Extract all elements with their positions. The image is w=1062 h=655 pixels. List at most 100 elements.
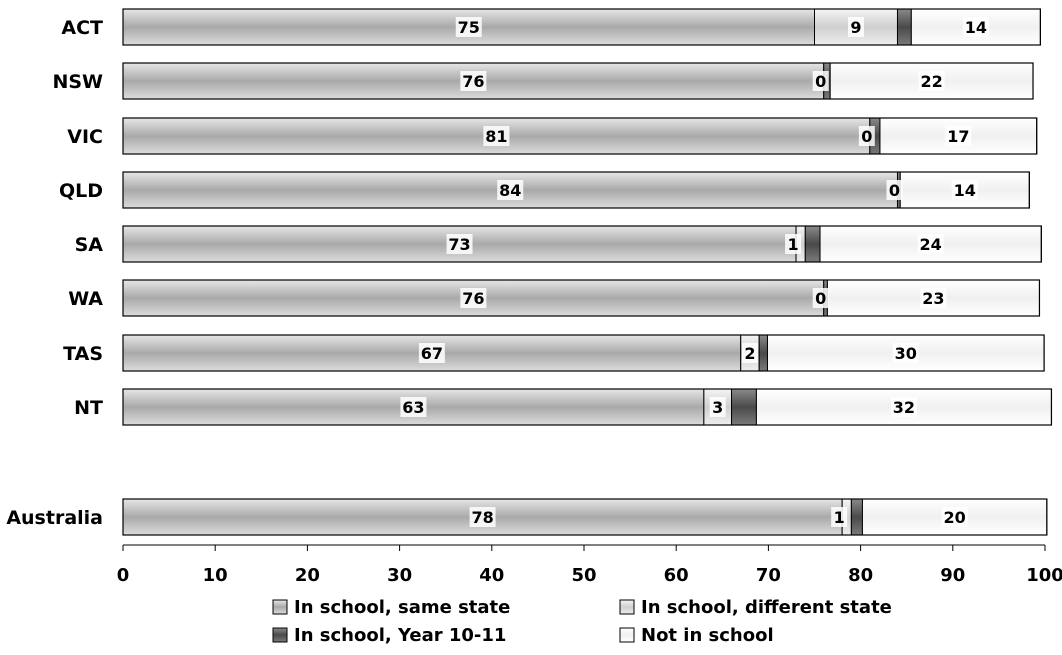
- x-tick-label: 0: [117, 565, 130, 586]
- legend-swatch: [619, 627, 635, 643]
- x-tick-label: 80: [848, 565, 873, 586]
- data-label: 78: [471, 508, 493, 527]
- data-label: 2: [744, 344, 755, 363]
- category-label: TAS: [63, 343, 103, 365]
- data-label-bg: [741, 343, 758, 363]
- data-label-bg: [460, 288, 487, 308]
- bar-outline: [122, 62, 1034, 100]
- data-label-bg: [917, 234, 944, 254]
- legend-swatch: [619, 599, 635, 615]
- data-label-bg: [831, 507, 848, 527]
- x-tick-label: 20: [295, 565, 320, 586]
- data-label-bg: [812, 71, 829, 91]
- data-label-bg: [418, 343, 445, 363]
- data-label: 17: [947, 127, 969, 146]
- legend-entry: In school, different state: [641, 597, 892, 618]
- category-label: QLD: [59, 180, 103, 202]
- data-label-bg: [812, 288, 829, 308]
- data-label: 75: [458, 18, 480, 37]
- data-label: 81: [485, 127, 507, 146]
- data-label: 0: [889, 181, 900, 200]
- x-tick-label: 40: [479, 565, 504, 586]
- bar-outline: [122, 8, 1041, 46]
- data-label-bg: [892, 343, 919, 363]
- data-label-bg: [455, 17, 482, 37]
- bar-segment: [850, 498, 863, 536]
- data-label: 14: [965, 18, 987, 37]
- legend-entry: Not in school: [641, 625, 774, 646]
- legend-entry: In school, same state: [294, 597, 510, 618]
- bar-outline: [122, 279, 1041, 317]
- x-tick-label: 70: [756, 565, 781, 586]
- x-tick-label: 30: [387, 565, 412, 586]
- data-label-bg: [400, 397, 427, 417]
- data-label: 76: [462, 289, 484, 308]
- x-axis: 0 10 20 30 40 50 60 70 80 90 100: [117, 544, 1062, 586]
- data-label: 14: [954, 181, 976, 200]
- category-label: ACT: [61, 17, 103, 39]
- data-label: 30: [895, 344, 917, 363]
- data-label-bg: [709, 397, 726, 417]
- data-label-bg: [858, 126, 875, 146]
- data-label: 23: [922, 289, 944, 308]
- data-label-bg: [951, 180, 978, 200]
- data-label-bg: [886, 180, 903, 200]
- data-label-bg: [785, 234, 802, 254]
- data-label: 22: [920, 72, 942, 91]
- bar-segment: [758, 334, 768, 372]
- data-label-bg: [918, 71, 945, 91]
- category-label: NT: [74, 397, 103, 419]
- legend: In school, same state In school, differen…: [272, 597, 892, 646]
- bar-segment: [804, 225, 821, 263]
- bar-outline: [122, 334, 1045, 372]
- data-label-bg: [962, 17, 989, 37]
- category-label: VIC: [67, 126, 103, 148]
- data-label: 76: [462, 72, 484, 91]
- data-label: 32: [893, 398, 915, 417]
- x-tick-label: 50: [571, 565, 596, 586]
- category-label: WA: [68, 288, 103, 310]
- category-label: Australia: [6, 507, 103, 529]
- bar-outline: [122, 388, 1053, 426]
- category-labels: ACT NSW VIC QLD SA WA TAS NT Australia: [6, 17, 103, 529]
- bar-outline: [122, 498, 1048, 536]
- data-label-bg: [847, 17, 864, 37]
- data-label-bg: [890, 397, 917, 417]
- x-tick-label: 100: [1026, 565, 1062, 586]
- data-label-bg: [945, 126, 972, 146]
- bar-segment: [731, 388, 757, 426]
- x-tick-label: 10: [203, 565, 228, 586]
- data-label: 84: [499, 181, 521, 200]
- data-label: 20: [944, 508, 966, 527]
- data-label-bg: [446, 234, 473, 254]
- data-label-bg: [469, 507, 496, 527]
- data-label: 67: [421, 344, 443, 363]
- legend-swatch: [272, 627, 288, 643]
- x-tick-label: 90: [940, 565, 965, 586]
- data-label: 3: [712, 398, 723, 417]
- bar-outline: [122, 225, 1042, 263]
- bars: 75 9 14 76 0 22 81 0 17 84 0 14 73 1 24 76 0 23 67 2 30 63 3 32…: [122, 8, 1053, 536]
- data-label: 1: [834, 508, 845, 527]
- data-label-bg: [920, 288, 947, 308]
- data-label-bg: [497, 180, 524, 200]
- legend-swatch: [272, 599, 288, 615]
- data-label-bg: [941, 507, 968, 527]
- data-label: 0: [861, 127, 872, 146]
- x-tick-label: 60: [664, 565, 689, 586]
- data-label: 1: [787, 235, 798, 254]
- data-label: 24: [920, 235, 942, 254]
- data-label: 0: [815, 289, 826, 308]
- category-label: NSW: [52, 71, 103, 93]
- data-label: 9: [850, 18, 861, 37]
- category-label: SA: [75, 234, 104, 256]
- data-label: 63: [402, 398, 424, 417]
- data-label-bg: [460, 71, 487, 91]
- bar-outline: [122, 171, 1030, 209]
- bar-outline: [122, 117, 1038, 155]
- bar-segment: [896, 8, 912, 46]
- legend-entry: In school, Year 10-11: [294, 625, 506, 646]
- data-label-bg: [483, 126, 510, 146]
- data-label: 0: [815, 72, 826, 91]
